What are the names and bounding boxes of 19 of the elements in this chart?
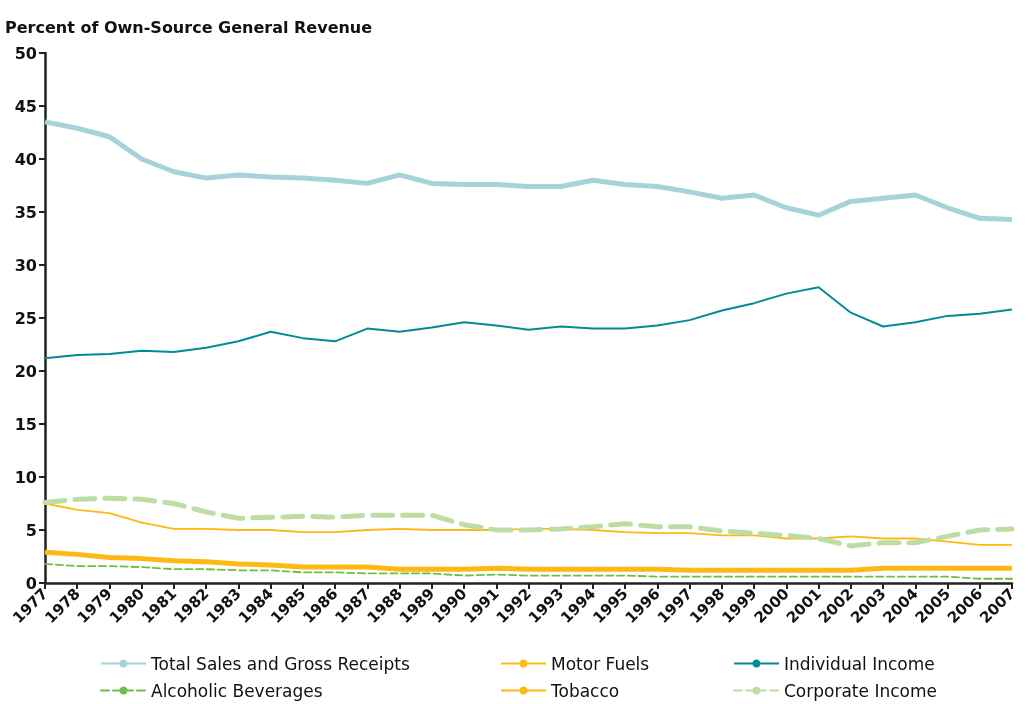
y-axis-title: Percent of Own-Source General Revenue: [5, 17, 373, 37]
y-tick-label: 15: [14, 414, 37, 434]
y-tick-label: 45: [14, 96, 37, 116]
y-tick-label: 50: [14, 43, 37, 63]
y-tick-label: 5: [25, 520, 37, 540]
legend-label: Alcoholic Beverages: [151, 680, 323, 701]
legend-label: Corporate Income: [784, 680, 937, 701]
line-series: [44, 563, 1013, 580]
legend-label: Tobacco: [550, 680, 620, 701]
y-tick-label: 25: [14, 308, 37, 328]
legend-label: Total Sales and Gross Receipts: [150, 653, 410, 674]
y-tick-label: 20: [14, 361, 37, 381]
legend-label: Individual Income: [784, 653, 935, 674]
legend-label: Motor Fuels: [551, 653, 650, 674]
line-series: [44, 286, 1013, 360]
y-tick-label: 35: [14, 202, 37, 222]
y-tick-label: 10: [14, 467, 37, 487]
y-tick-label: 30: [14, 255, 37, 275]
y-tick-label: 40: [14, 149, 37, 169]
